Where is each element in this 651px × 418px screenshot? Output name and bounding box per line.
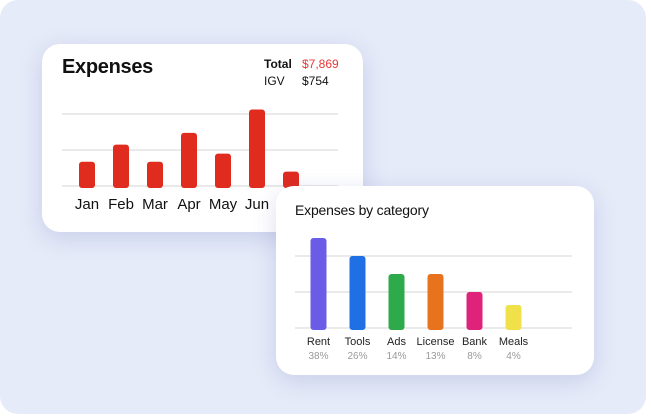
- month-label: Jun: [245, 196, 269, 213]
- expenses-bar-chart: JanFebMarAprMayJunJul: [62, 109, 338, 213]
- percent-label: 38%: [308, 351, 328, 362]
- expenses-card: Expenses Total $7,869 IGV $754 Jan Feb Mar…: [42, 44, 363, 232]
- month-label: Feb: [108, 196, 134, 213]
- percent-label: 14%: [386, 351, 406, 362]
- bar-bank: [466, 292, 483, 330]
- category-bar-chart: Rent 38% Tools 26% Ads 14% License 13% Bank 8% Mea…: [295, 238, 572, 362]
- percent-label: 4%: [506, 351, 521, 362]
- bar-mar: [147, 161, 163, 188]
- category-label: Ads: [387, 336, 406, 348]
- bar-apr: [181, 132, 197, 188]
- bar-jul: [283, 171, 299, 188]
- bar-jan: [79, 161, 95, 188]
- category-card: Expenses by category Rent 38% Tools 26% Ads 1…: [276, 186, 594, 375]
- month-label: Jan: [75, 196, 99, 213]
- bar-tools: [349, 256, 366, 330]
- bar-ads: [388, 274, 405, 330]
- category-label: License: [417, 336, 455, 348]
- totals-summary: Total $7,869 IGV $754: [264, 56, 339, 90]
- month-label: Apr: [177, 196, 200, 213]
- category-label: Meals: [499, 336, 529, 348]
- bar-feb: [113, 144, 129, 188]
- percent-label: 13%: [425, 351, 445, 362]
- igv-label: IGV: [264, 74, 285, 88]
- expenses-title: Expenses: [62, 56, 153, 78]
- category-label: Tools: [345, 336, 371, 348]
- category-label: Bank: [462, 336, 488, 348]
- percent-label: 26%: [347, 351, 367, 362]
- total-value: $7,869: [302, 57, 339, 71]
- category-label: Rent: [307, 336, 330, 348]
- month-label: May: [209, 196, 238, 213]
- total-label: Total: [264, 57, 292, 71]
- bar-meals: [505, 305, 522, 330]
- bar-license: [427, 274, 444, 330]
- bar-may: [215, 153, 231, 188]
- bar-rent: [310, 238, 327, 330]
- percent-label: 8%: [467, 351, 482, 362]
- igv-value: $754: [302, 74, 329, 88]
- bar-jun: [249, 109, 265, 188]
- month-label: Mar: [142, 196, 168, 213]
- category-title: Expenses by category: [295, 202, 429, 218]
